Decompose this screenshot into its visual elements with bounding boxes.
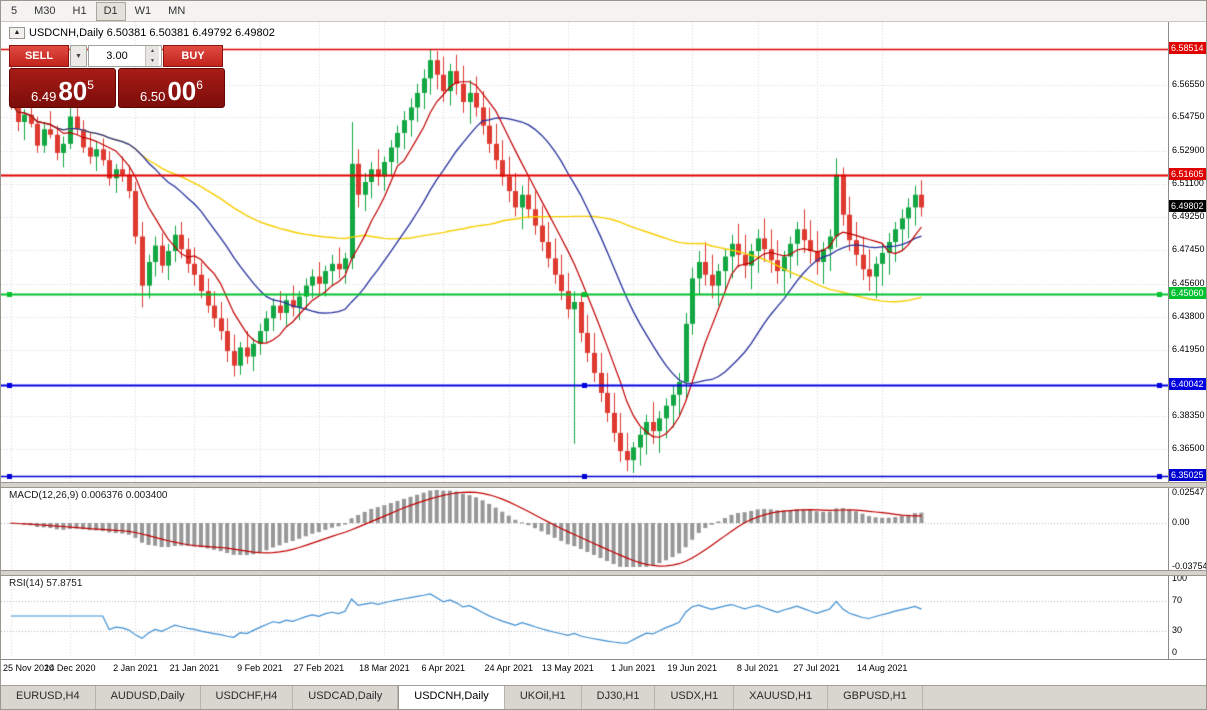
price-axis-label: 6.51100 — [1172, 177, 1204, 188]
price-axis-label: 6.54750 — [1172, 111, 1205, 122]
rsi-axis-label: 70 — [1172, 595, 1183, 606]
price-axis-label: 6.49250 — [1172, 211, 1205, 222]
timeframe-button-5[interactable]: 5 — [3, 2, 25, 21]
date-axis-label: 6 Apr 2021 — [421, 663, 466, 673]
timeframe-button-D1[interactable]: D1 — [95, 1, 126, 21]
timeframe-button-M30[interactable]: M30 — [26, 2, 63, 21]
date-axis-label: 24 Apr 2021 — [484, 663, 534, 673]
bid-price-sup: 5 — [87, 78, 94, 92]
timeframe-button-MN[interactable]: MN — [160, 2, 193, 21]
macd-axis-label: 0.02547 — [1172, 486, 1205, 497]
lot-spin-down-icon[interactable]: ▼ — [146, 56, 159, 66]
date-axis-label: 13 May 2021 — [541, 663, 594, 673]
date-axis-label: 21 Jan 2021 — [169, 663, 220, 673]
chart-tab-gbpusd-h1[interactable]: GBPUSD,H1 — [828, 686, 923, 709]
price-axis-label: 6.52900 — [1172, 145, 1205, 156]
level-price-tag: 6.45060 — [1169, 286, 1206, 299]
date-axis-label: 14 Aug 2021 — [856, 663, 908, 673]
date-axis-label: 19 Jun 2021 — [667, 663, 717, 673]
pane-splitter[interactable] — [1, 570, 1206, 576]
macd-axis-label: 0.00 — [1172, 517, 1190, 527]
pane-splitter[interactable] — [1, 482, 1206, 488]
chart-tab-eurusd-h4[interactable]: EURUSD,H4 — [1, 686, 96, 709]
level-price-tag: 6.51605 — [1169, 167, 1206, 180]
ask-price-sup: 6 — [196, 78, 203, 92]
collapse-arrow-icon: ▲ — [13, 29, 21, 36]
date-axis-label: 27 Jul 2021 — [793, 663, 840, 673]
lot-size-stepper[interactable]: ▲ ▼ — [88, 45, 162, 67]
order-type-dropdown[interactable]: ▼ — [70, 45, 87, 67]
chart-tab-usdcnh-daily[interactable]: USDCNH,Daily — [398, 686, 505, 709]
chart-tab-dj30-h1[interactable]: DJ30,H1 — [582, 686, 656, 709]
lot-spin-buttons: ▲ ▼ — [145, 46, 159, 66]
chart-tab-audusd-daily[interactable]: AUDUSD,Daily — [96, 686, 201, 709]
date-axis-label: 25 Nov 2020 — [3, 663, 55, 673]
rsi-axis-label: 30 — [1172, 624, 1183, 635]
chart-canvas[interactable] — [1, 22, 1168, 659]
macd-indicator-header: MACD(12,26,9) 0.006376 0.003400 — [9, 490, 168, 501]
chart-symbol-header: USDCNH,Daily 6.50381 6.50381 6.49792 6.4… — [29, 27, 275, 39]
price-axis-label: 6.36500 — [1172, 443, 1205, 454]
price-axis-label: 6.56550 — [1172, 78, 1205, 89]
date-axis-label: 18 Mar 2021 — [359, 663, 410, 673]
date-axis-label: 27 Feb 2021 — [293, 663, 345, 673]
level-price-tag: 6.58514 — [1169, 42, 1206, 55]
chart-tab-usdx-h1[interactable]: USDX,H1 — [655, 686, 735, 709]
current-price-tag: 6.49802 — [1169, 200, 1206, 213]
macd-axis-label: -0.03754 — [1172, 561, 1207, 572]
one-click-collapse-button[interactable]: ▲ — [9, 27, 25, 39]
one-click-controls-row: SELL ▼ ▲ ▼ BUY — [9, 45, 225, 67]
level-price-tag: 6.35025 — [1169, 469, 1206, 482]
ask-price-small: 6.50 — [140, 89, 166, 104]
rsi-indicator-header: RSI(14) 57.8751 — [9, 578, 83, 589]
price-axis-label: 6.45600 — [1172, 277, 1205, 288]
timeframe-button-W1[interactable]: W1 — [127, 2, 160, 21]
date-axis-label: 1 Jun 2021 — [610, 663, 656, 673]
time-axis-separator — [1, 659, 1206, 660]
timeframe-button-H1[interactable]: H1 — [65, 2, 95, 21]
bid-price-big: 80 — [58, 75, 88, 106]
one-click-trading-panel: SELL ▼ ▲ ▼ BUY 6.49 80 5 6.50 00 6 — [9, 45, 225, 108]
price-axis-label: 6.47450 — [1172, 244, 1205, 255]
bid-price-small: 6.49 — [31, 89, 57, 104]
one-click-prices-row: 6.49 80 5 6.50 00 6 — [9, 68, 225, 108]
chart-tab-usdchf-h4[interactable]: USDCHF,H4 — [201, 686, 294, 709]
bid-price-display[interactable]: 6.49 80 5 — [9, 68, 116, 108]
price-axis-label: 6.41950 — [1172, 344, 1205, 355]
buy-button[interactable]: BUY — [163, 45, 223, 67]
chart-tab-xauusd-h1[interactable]: XAUUSD,H1 — [734, 686, 829, 709]
chart-tab-bar: EURUSD,H4 AUDUSD,Daily USDCHF,H4 USDCAD,Dai… — [1, 685, 1206, 709]
ask-price-display[interactable]: 6.50 00 6 — [118, 68, 225, 108]
price-axis — [1168, 22, 1206, 659]
level-price-tag: 6.40042 — [1169, 377, 1206, 390]
date-axis-label: 9 Feb 2021 — [237, 663, 283, 673]
chart-tab-usdcad-daily[interactable]: USDCAD,Daily — [293, 686, 399, 709]
date-axis-label: 14 Dec 2020 — [44, 663, 96, 673]
chart-tab-ukoil-h1[interactable]: UKOil,H1 — [505, 686, 582, 709]
price-axis-label: 6.43800 — [1172, 310, 1205, 321]
lot-spin-up-icon[interactable]: ▲ — [146, 46, 159, 56]
timeframe-toolbar: 5 M30 H1 D1 W1 MN — [1, 1, 1206, 22]
lot-size-input[interactable] — [89, 46, 145, 66]
ask-price-big: 00 — [167, 75, 197, 106]
sell-button[interactable]: SELL — [9, 45, 69, 67]
price-axis-label: 6.38350 — [1172, 409, 1205, 420]
rsi-axis-label: 0 — [1172, 647, 1178, 657]
dropdown-arrow-icon: ▼ — [75, 52, 82, 60]
date-axis-label: 2 Jan 2021 — [113, 663, 158, 673]
date-axis-label: 8 Jul 2021 — [736, 663, 779, 673]
rsi-axis-label: 100 — [1172, 573, 1188, 583]
